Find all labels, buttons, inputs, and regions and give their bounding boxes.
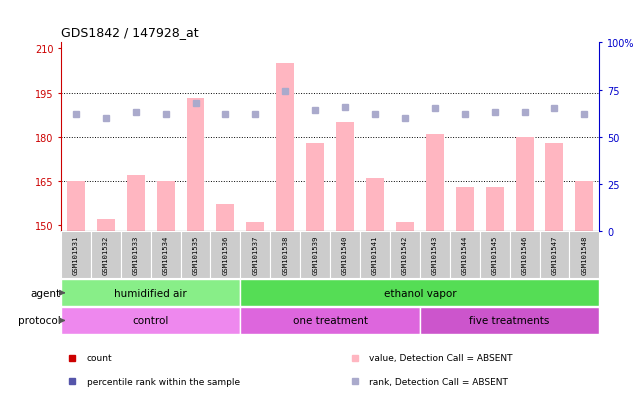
Text: GSM101544: GSM101544	[462, 235, 468, 274]
Bar	[210, 231, 240, 279]
Text: GSM101536: GSM101536	[222, 235, 228, 274]
Text: GSM101535: GSM101535	[192, 235, 199, 274]
Text: GSM101532: GSM101532	[103, 235, 109, 274]
Text: GSM101541: GSM101541	[372, 235, 378, 274]
Bar	[360, 231, 390, 279]
Bar	[276, 64, 294, 231]
Text: GSM101540: GSM101540	[342, 235, 348, 274]
Text: GSM101531: GSM101531	[73, 235, 79, 274]
Bar	[61, 280, 240, 306]
Bar	[545, 143, 563, 231]
Text: GSM101538: GSM101538	[282, 235, 288, 274]
Text: GSM101537: GSM101537	[253, 235, 258, 274]
Text: humidified air: humidified air	[114, 288, 187, 298]
Text: ethanol vapor: ethanol vapor	[383, 288, 456, 298]
Text: percentile rank within the sample: percentile rank within the sample	[87, 377, 240, 386]
Bar	[61, 307, 240, 334]
Text: one treatment: one treatment	[292, 316, 368, 326]
Bar	[156, 181, 174, 231]
Text: GSM101545: GSM101545	[492, 235, 497, 274]
Bar	[91, 231, 121, 279]
Text: protocol: protocol	[17, 316, 60, 326]
Bar	[240, 231, 271, 279]
Bar	[97, 220, 115, 231]
Bar	[396, 223, 414, 231]
Bar	[510, 231, 540, 279]
Bar	[576, 181, 594, 231]
Bar	[540, 231, 569, 279]
Bar	[246, 223, 264, 231]
Bar	[61, 231, 91, 279]
Bar	[240, 280, 599, 306]
Bar	[330, 231, 360, 279]
Text: control: control	[133, 316, 169, 326]
Text: GSM101533: GSM101533	[133, 235, 138, 274]
Bar	[479, 231, 510, 279]
Bar	[420, 307, 599, 334]
Text: agent: agent	[30, 288, 60, 298]
Bar	[336, 123, 354, 231]
Bar	[300, 231, 330, 279]
Bar	[569, 231, 599, 279]
Text: five treatments: five treatments	[469, 316, 550, 326]
Bar	[187, 99, 204, 231]
Text: GSM101542: GSM101542	[402, 235, 408, 274]
Bar	[271, 231, 300, 279]
Text: GSM101547: GSM101547	[551, 235, 558, 274]
Text: GDS1842 / 147928_at: GDS1842 / 147928_at	[61, 26, 199, 38]
Bar	[121, 231, 151, 279]
Text: GSM101534: GSM101534	[163, 235, 169, 274]
Bar	[306, 143, 324, 231]
Bar	[456, 187, 474, 231]
Bar	[420, 231, 450, 279]
Bar	[486, 187, 504, 231]
Text: GSM101546: GSM101546	[522, 235, 528, 274]
Bar	[240, 307, 420, 334]
Bar	[366, 178, 384, 231]
Bar	[127, 176, 145, 231]
Bar	[426, 134, 444, 231]
Text: GSM101539: GSM101539	[312, 235, 318, 274]
Text: rank, Detection Call = ABSENT: rank, Detection Call = ABSENT	[369, 377, 508, 386]
Bar	[217, 205, 235, 231]
Bar	[67, 181, 85, 231]
Bar	[450, 231, 479, 279]
Text: GSM101543: GSM101543	[432, 235, 438, 274]
Bar	[390, 231, 420, 279]
Text: value, Detection Call = ABSENT: value, Detection Call = ABSENT	[369, 354, 513, 362]
Bar	[515, 137, 533, 231]
Text: count: count	[87, 354, 112, 362]
Text: GSM101548: GSM101548	[581, 235, 587, 274]
Bar	[151, 231, 181, 279]
Bar	[181, 231, 210, 279]
